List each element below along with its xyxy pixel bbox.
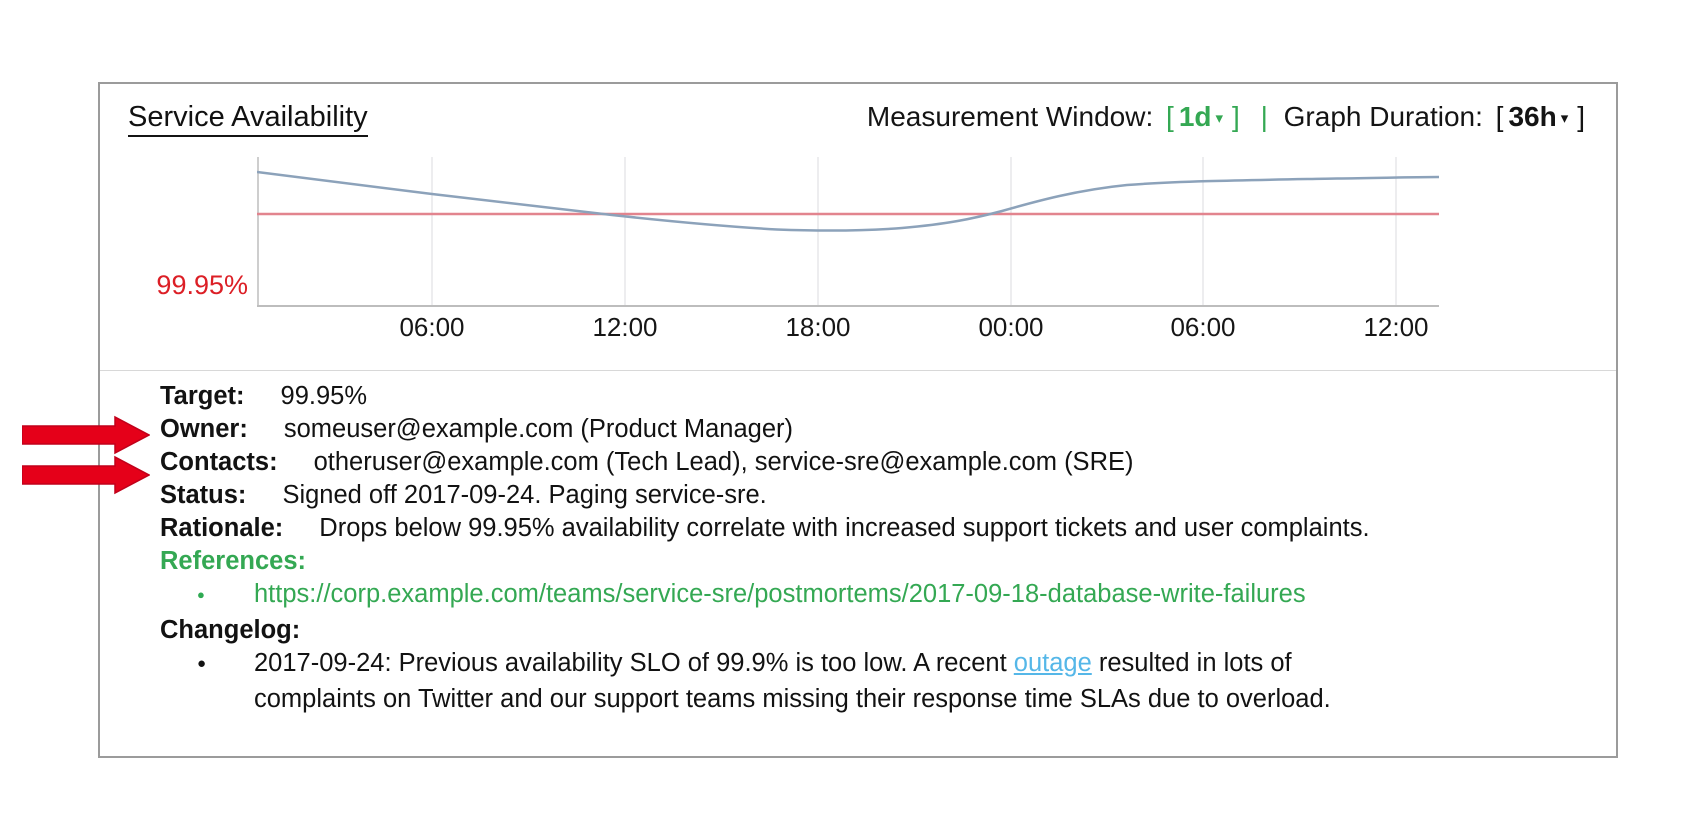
measurement-window-label: Measurement Window: [866, 101, 1154, 132]
graph-duration-dropdown[interactable]: [36h ▾] [1495, 101, 1585, 132]
row-target: Target: 99.95% [160, 380, 1608, 413]
chevron-down-icon: ▾ [1215, 110, 1224, 127]
changelog-text-after: resulted in lots of [1098, 649, 1292, 677]
availability-chart [256, 157, 1440, 307]
row-contacts: Contacts: otheruser@example.com (Tech Lea… [160, 446, 1608, 479]
contacts-value: otheruser@example.com (Tech Lead), servi… [313, 448, 1134, 476]
rationale-label: Rationale: [160, 514, 284, 542]
red-arrow-owner-icon [22, 415, 150, 455]
x-axis-tick: 06:00 [1170, 312, 1236, 342]
x-axis-tick: 00:00 [978, 312, 1044, 342]
owner-label: Owner: [160, 415, 248, 443]
card-header: Service Availability Measurement Window:… [100, 84, 1616, 137]
status-label: Status: [160, 481, 247, 509]
graph-controls: Measurement Window: [1d ▾] | Graph Durati… [867, 101, 1590, 133]
outage-link[interactable]: outage [1013, 649, 1092, 677]
page-title: Service Availability [128, 101, 368, 137]
rationale-value: Drops below 99.95% availability correlat… [319, 514, 1370, 542]
references-label: References: [160, 547, 306, 575]
red-arrow-contacts-icon [22, 455, 150, 495]
bullet-icon: ● [197, 655, 207, 672]
controls-separator: | [1260, 101, 1268, 132]
x-axis-tick: 06:00 [399, 312, 465, 342]
contacts-label: Contacts: [160, 448, 278, 476]
y-axis-target-label: 99.95% [156, 270, 248, 300]
changelog-text-line2: complaints on Twitter and our support te… [254, 685, 1331, 713]
changelog-text-before: 2017-09-24: Previous availability SLO of… [254, 649, 1007, 677]
x-axis-tick: 12:00 [592, 312, 658, 342]
x-axis-tick: 18:00 [785, 312, 851, 342]
owner-value: someuser@example.com (Product Manager) [283, 415, 794, 443]
row-status: Status: Signed off 2017-09-24. Paging ser… [160, 479, 1608, 512]
changelog-entry-continuation: complaints on Twitter and our support te… [160, 683, 1608, 716]
chevron-down-icon: ▾ [1560, 110, 1569, 127]
slo-details: Target: 99.95% Owner: someuser@example.com… [160, 380, 1608, 716]
target-value: 99.95% [280, 382, 368, 410]
graph-duration-label: Graph Duration: [1283, 101, 1483, 132]
row-rationale: Rationale: Drops below 99.95% availabilit… [160, 512, 1608, 545]
changelog-entry: ● 2017-09-24: Previous availability SLO o… [160, 647, 1608, 683]
availability-series-line [256, 170, 1440, 232]
status-value: Signed off 2017-09-24. Paging service-sr… [282, 481, 767, 509]
changelog-label: Changelog: [160, 616, 301, 644]
reference-link[interactable]: https://corp.example.com/teams/service-s… [254, 580, 1306, 608]
bullet-icon: ● [197, 587, 205, 602]
chart-canvas [256, 157, 1440, 307]
row-owner: Owner: someuser@example.com (Product Mana… [160, 413, 1608, 446]
chart-text-divider [100, 370, 1616, 371]
x-axis-tick: 12:00 [1363, 312, 1429, 342]
slo-dashboard-card: Service Availability Measurement Window:… [98, 82, 1618, 758]
row-references: References: [160, 545, 1608, 578]
target-label: Target: [160, 382, 245, 410]
reference-item: ● https://corp.example.com/teams/service-… [160, 578, 1608, 614]
annotation-arrows [22, 415, 150, 495]
row-changelog: Changelog: [160, 614, 1608, 647]
measurement-window-dropdown[interactable]: [1d ▾] [1166, 101, 1240, 132]
